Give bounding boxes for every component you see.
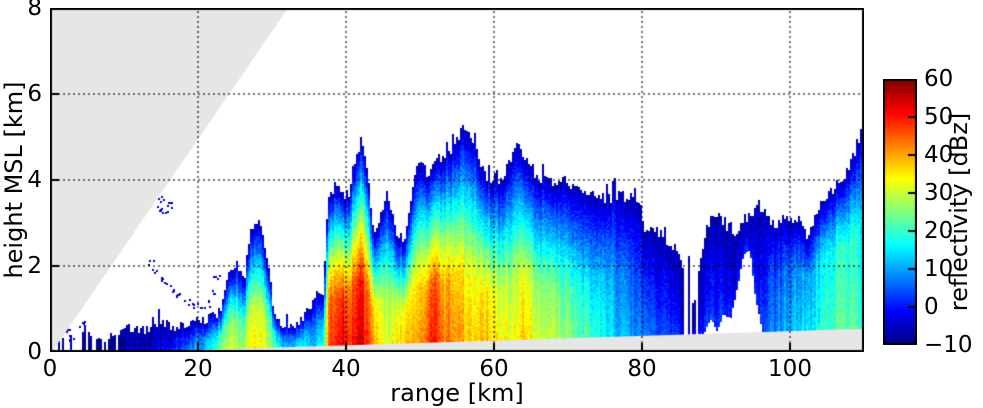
x-tick-label: 40 [331, 356, 361, 382]
colorbar-tick-label: 50 [924, 104, 954, 130]
colorbar-tick-label: 10 [924, 256, 954, 282]
colorbar-tick-label: 0 [924, 294, 939, 320]
x-tick-label: 0 [42, 356, 58, 382]
y-tick-label: 8 [27, 0, 42, 21]
x-tick-label: 60 [479, 356, 509, 382]
x-tick-label: 100 [768, 356, 812, 382]
colorbar-tick-label: −10 [924, 332, 973, 358]
y-tick-label: 2 [27, 253, 42, 279]
y-tick-label: 4 [27, 167, 42, 193]
x-axis-label: range [km] [390, 379, 524, 407]
colorbar-tick-label: 20 [924, 218, 954, 244]
colorbar-tick-label: 60 [924, 66, 954, 92]
colorbar-tick-label: 40 [924, 142, 954, 168]
colorbar-canvas [883, 79, 917, 345]
y-tick-label: 0 [27, 339, 42, 365]
x-tick-label: 80 [627, 356, 657, 382]
colorbar-label-text: reflectivity [dBz] [945, 112, 973, 312]
colorbar-tick-label: 30 [924, 180, 954, 206]
x-tick-label: 20 [183, 356, 213, 382]
rhi-plot-canvas [50, 8, 864, 352]
y-tick-label: 6 [27, 81, 42, 107]
